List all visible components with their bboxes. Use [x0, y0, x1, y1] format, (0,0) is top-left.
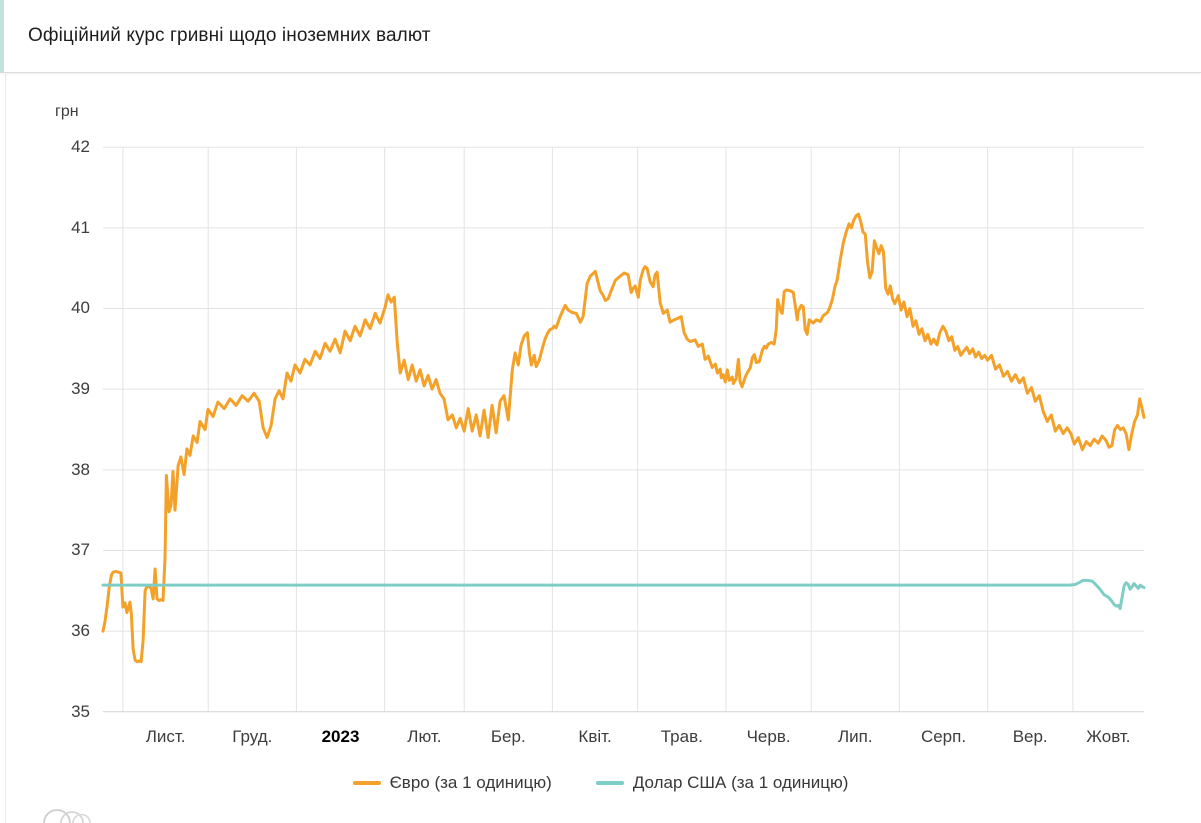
y-tick-label-36: 36 [71, 620, 90, 640]
y-tick-label-41: 41 [71, 217, 90, 237]
euro-line-swatch-icon [352, 781, 381, 785]
x-tick-label-: Груд. [232, 727, 273, 746]
chart-title-bar: Офіційний курс гривні щодо іноземних вал… [0, 0, 1201, 73]
chart-legend: Євро (за 1 одиницю) Долар США (за 1 один… [0, 773, 1201, 793]
x-tick-label-: Бер. [490, 727, 526, 746]
plot-area[interactable] [101, 146, 1146, 713]
x-tick-label-: Серп. [920, 727, 967, 746]
legend-item-euro: Євро (за 1 одиницю) [352, 773, 552, 793]
card-left-edge-divider [5, 74, 6, 823]
y-tick-label-37: 37 [71, 540, 90, 560]
x-tick-label-: Квіт. [578, 727, 612, 746]
x-tick-label-: Лист. [145, 727, 186, 746]
x-tick-label-: Лют. [407, 727, 442, 746]
series-line-euro[interactable] [101, 212, 1146, 664]
page-title: Офіційний курс гривні щодо іноземних вал… [28, 25, 431, 46]
y-tick-label-39: 39 [71, 378, 90, 398]
y-tick-label-42: 42 [71, 137, 90, 156]
x-tick-label-: Жовт. [1086, 727, 1131, 746]
x-tick-label-: Трав. [660, 727, 703, 746]
x-tick-label-2023: 2023 [321, 727, 360, 746]
legend-label-usd: Долар США (за 1 одиницю) [632, 773, 849, 792]
line-chart-svg[interactable] [101, 146, 1146, 713]
y-tick-label-38: 38 [71, 459, 90, 479]
series-line-usd[interactable] [101, 578, 1146, 611]
x-tick-label-: Вер. [1012, 727, 1048, 746]
x-tick-label-: Лип. [838, 727, 873, 746]
watermark-logo-icon [43, 809, 91, 823]
legend-item-usd: Долар США (за 1 одиницю) [595, 773, 849, 793]
y-axis-unit-label: грн [55, 103, 79, 120]
legend-label-euro: Євро (за 1 одиницю) [389, 773, 552, 792]
usd-line-swatch-icon [595, 781, 624, 785]
y-tick-label-40: 40 [71, 298, 90, 318]
series-lines[interactable] [101, 212, 1146, 664]
x-tick-label-: Черв. [746, 727, 791, 746]
y-tick-label-35: 35 [71, 701, 90, 721]
gridlines [103, 146, 1144, 712]
